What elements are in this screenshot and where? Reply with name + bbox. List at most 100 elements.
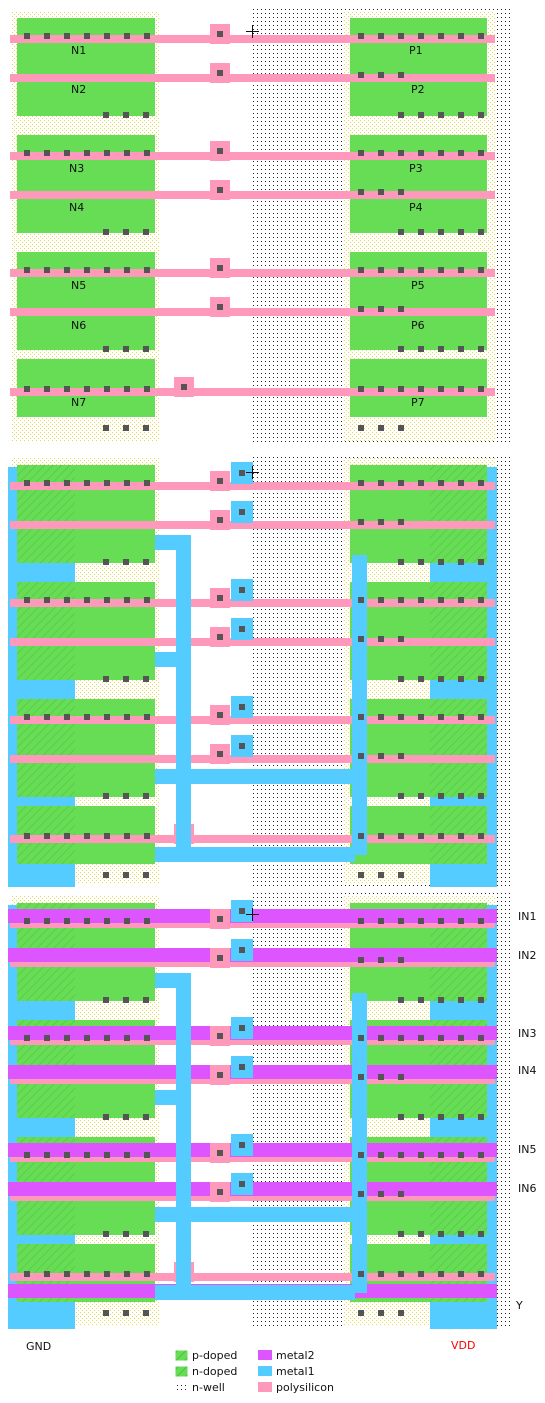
pmos-contact [358, 1035, 364, 1041]
nmos-source-contact [24, 480, 30, 486]
metal1-pmos-col [352, 555, 367, 855]
pmos-drain-contact [478, 229, 484, 235]
pmos-drain-contact [438, 559, 444, 565]
pmos-contact [458, 150, 464, 156]
pmos-contact [378, 189, 384, 195]
pmos-drain-contact [438, 1114, 444, 1120]
legend-label-metal1: metal1 [276, 1365, 315, 1378]
nmos-source-contact [124, 1152, 130, 1158]
pin-label-in6: IN6 [518, 1182, 536, 1195]
pmos-label-p5: P5 [411, 279, 425, 292]
pmos-drain-contact [418, 112, 424, 118]
pmos-contact [358, 425, 364, 431]
nmos-contact [123, 425, 129, 431]
pmos-contact [418, 150, 424, 156]
nmos-source-contact [104, 1152, 110, 1158]
vdd-rail-metal1-edge [487, 467, 497, 887]
pmos-contact [378, 1310, 384, 1316]
pmos-contact [378, 386, 384, 392]
nmos-contact [24, 833, 30, 839]
pmos-drain-contact [458, 793, 464, 799]
legend-label-polysilicon: polysilicon [276, 1381, 334, 1394]
metal1-inner-h [155, 1090, 191, 1105]
pmos-contact [378, 957, 384, 963]
via-contact [239, 704, 245, 710]
pmos-contact [358, 957, 364, 963]
nmos-drain-contact [143, 793, 149, 799]
nmos-drain-contact [103, 793, 109, 799]
nmos-source-contact [124, 33, 130, 39]
gate-contact [217, 751, 223, 757]
via-contact [239, 947, 245, 953]
nmos-source-contact [144, 480, 150, 486]
pmos-contact [398, 1271, 404, 1277]
pin-label-in3: IN3 [518, 1027, 536, 1040]
pmos-contact [378, 480, 384, 486]
pmos-contact [458, 1271, 464, 1277]
nmos-source-contact [84, 267, 90, 273]
pmos-contact [478, 480, 484, 486]
nmos-drain-contact [143, 559, 149, 565]
metal1-inner-h [155, 652, 191, 667]
nmos-drain-contact [143, 112, 149, 118]
nmos-source-contact [64, 480, 70, 486]
pmos-drain-contact [438, 997, 444, 1003]
pmos-contact [418, 1152, 424, 1158]
pmos-contact [398, 872, 404, 878]
pmos-drain-contact [458, 1231, 464, 1237]
vdd-label: VDD [451, 1339, 475, 1352]
gate-contact [217, 478, 223, 484]
pmos-contact [418, 597, 424, 603]
pmos-contact [478, 1152, 484, 1158]
gate-contact [217, 1150, 223, 1156]
pmos-contact [398, 957, 404, 963]
gate-contact [217, 1033, 223, 1039]
pmos-contact [418, 918, 424, 924]
nmos-drain-contact [143, 997, 149, 1003]
nmos-drain-contact [123, 559, 129, 565]
nmos-source-contact [104, 918, 110, 924]
pmos-contact [398, 386, 404, 392]
nmos-source-contact [124, 1035, 130, 1041]
gnd-label: GND [26, 1340, 51, 1353]
pmos-contact [438, 267, 444, 273]
pmos-contact [458, 1152, 464, 1158]
gate-contact [217, 634, 223, 640]
metal1-pmos-col [352, 993, 367, 1293]
pmos-contact [358, 872, 364, 878]
pmos-contact [478, 150, 484, 156]
poly-gate [10, 1273, 495, 1281]
nmos-contact [24, 386, 30, 392]
vdd-strap-hatch [430, 699, 487, 797]
legend-label-metal2: metal2 [276, 1349, 315, 1362]
poly-gate [10, 920, 495, 928]
pmos-contact [398, 150, 404, 156]
nmos-contact [103, 872, 109, 878]
nmos-contact [104, 1271, 110, 1277]
poly-gate [10, 716, 495, 724]
pmos-drain-contact [418, 1231, 424, 1237]
gate-contact [217, 1072, 223, 1078]
nmos-source-contact [64, 918, 70, 924]
nmos-source-contact [64, 714, 70, 720]
pmos-contact [438, 480, 444, 486]
pmos-contact [378, 267, 384, 273]
poly-gate [10, 755, 495, 763]
poly-gate [10, 35, 495, 43]
nmos-source-contact [144, 1035, 150, 1041]
via-contact [239, 1142, 245, 1148]
pmos-contact [478, 1271, 484, 1277]
gate-contact [217, 1189, 223, 1195]
nmos-source-contact [84, 1152, 90, 1158]
nmos-source-contact [44, 1035, 50, 1041]
nmos-source-contact [124, 150, 130, 156]
nmos-source-contact [144, 267, 150, 273]
legend-swatch-polysilicon [258, 1382, 272, 1392]
vdd-strap-hatch [430, 465, 487, 563]
nmos-contact [64, 833, 70, 839]
nmos-contact [123, 872, 129, 878]
nmos-drain-contact [103, 676, 109, 682]
nmos-source-contact [124, 480, 130, 486]
pmos-contact [478, 1035, 484, 1041]
nmos-contact [143, 1310, 149, 1316]
